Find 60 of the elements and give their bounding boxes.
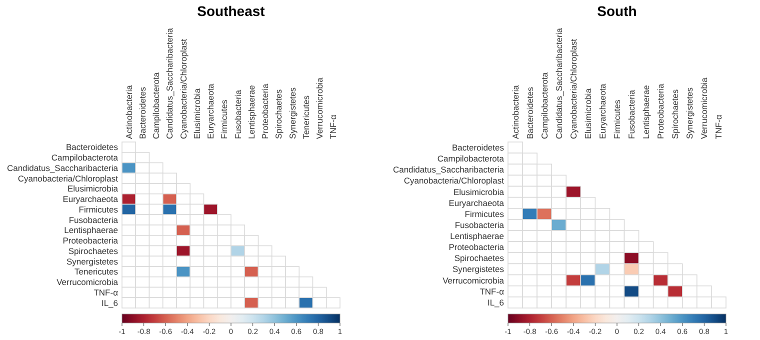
x-tick-label: Elusimicrobia	[192, 88, 202, 139]
chart-title: South	[597, 3, 637, 19]
x-tick-label: TNF-α	[714, 114, 724, 139]
y-tick-label: Spirochaetes	[454, 253, 504, 264]
x-tick-label: Firmicutes	[612, 100, 622, 139]
chart-title: Southeast	[197, 3, 266, 19]
x-tick-label: Fusobacteria	[232, 90, 243, 139]
y-tick-label: Lentisphaerae	[450, 231, 504, 242]
y-tick-label: Euryarchaeota	[62, 194, 118, 204]
y-tick-label: Candidatus_Saccharibacteria	[6, 162, 118, 173]
x-tick-label: Verrucomicrobia	[314, 77, 325, 139]
y-tick-label: TNF-α	[480, 286, 504, 296]
x-tick-label: Proteobacteria	[260, 83, 270, 139]
y-tick-label: Spirochaetes	[68, 246, 118, 256]
y-tick-label: Proteobacteria	[448, 242, 504, 252]
y-tick-label: Bacteroidetes	[66, 142, 118, 152]
y-tick-label: Candidatus_Saccharibacteria	[392, 164, 504, 175]
x-tick-label: Campilobacterota	[539, 72, 550, 139]
x-tick-label: Synergistetes	[684, 88, 695, 139]
y-tick-label: Synergistetes	[452, 264, 504, 274]
y-tick-label: Campilobacterota	[437, 154, 504, 164]
y-tick-label: Elusimicrobia	[453, 186, 504, 197]
y-tick-label: Lentisphaerae	[64, 225, 118, 236]
y-tick-label: IL_6	[487, 297, 504, 308]
x-tick-label: Fusobacteria	[626, 90, 637, 139]
x-tick-label: Spirochaetes	[274, 89, 284, 139]
x-tick-label: Cyanobacteria/Chloroplast	[568, 38, 578, 139]
x-tick-label: Elusimicrobia	[582, 88, 593, 139]
y-tick-label: Verrucomicrobia	[442, 275, 504, 286]
y-tick-label: Fusobacteria	[454, 220, 504, 230]
x-tick-label: Lentisphaerae	[246, 84, 256, 139]
x-tick-label: Tenericutes	[300, 96, 311, 139]
x-tick-label: Euryarchaeota	[206, 83, 216, 139]
y-tick-label: Cyanobacteria/Chloroplast	[404, 176, 505, 186]
y-tick-label: Proteobacteria	[62, 236, 118, 246]
y-tick-label: Bacteroidetes	[452, 142, 504, 153]
y-tick-label: Firmicutes	[78, 204, 118, 214]
x-tick-label: Firmicutes	[219, 100, 230, 139]
x-tick-label: Spirochaetes	[670, 89, 680, 139]
y-tick-label: Tenericutes	[74, 266, 118, 277]
x-tick-label: Campilobacterota	[151, 72, 162, 139]
y-tick-label: Cyanobacteria/Chloroplast	[18, 173, 119, 184]
x-tick-label: Verrucomicrobia	[699, 77, 710, 139]
x-tick-label: Cyanobacteria/Chloroplast	[178, 38, 188, 139]
y-tick-label: Campilobacterota	[51, 152, 118, 163]
x-tick-label: Actinobacteria	[124, 84, 134, 139]
x-tick-label: Euryarchaeota	[597, 83, 608, 139]
x-tick-label: Proteobacteria	[656, 83, 666, 139]
y-tick-label: TNF-α	[94, 287, 118, 298]
y-tick-label: Synergistetes	[66, 256, 118, 266]
x-tick-label: TNF-α	[328, 114, 338, 139]
y-tick-label: Elusimicrobia	[67, 184, 118, 194]
x-tick-label: Synergistetes	[287, 88, 298, 139]
x-tick-label: Lentisphaerae	[641, 84, 652, 139]
y-tick-label: Fusobacteria	[68, 214, 118, 225]
y-tick-label: IL_6	[101, 298, 118, 308]
y-tick-label: Euryarchaeota	[448, 198, 504, 208]
y-tick-label: Verrucomicrobia	[56, 277, 118, 288]
y-tick-label: Firmicutes	[464, 208, 504, 219]
x-tick-label: Actinobacteria	[510, 84, 520, 139]
